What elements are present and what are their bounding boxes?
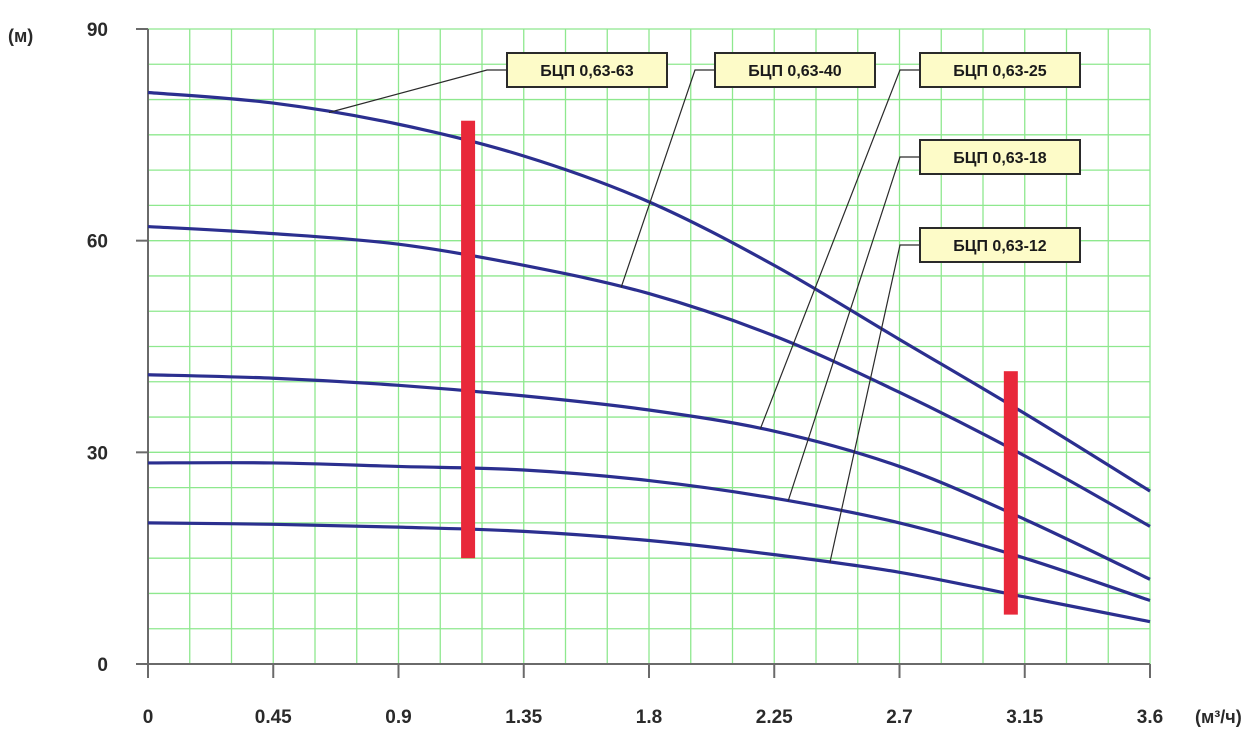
series-label-box-1 <box>506 52 668 88</box>
series-curve-3 <box>147 373 1151 581</box>
series-label-box-3 <box>919 52 1081 88</box>
y-tick-label: 60 <box>87 232 108 253</box>
series-label-1: БЦП 0,63-63 <box>540 63 634 80</box>
label-leader-line-2 <box>620 69 715 288</box>
series-label-box-5 <box>919 227 1081 263</box>
x-axis-label: (м³/ч) <box>1195 707 1242 727</box>
x-tick-label: 2.25 <box>756 707 793 728</box>
label-leader-line-4 <box>787 156 920 502</box>
x-tick-label: 1.35 <box>505 707 542 728</box>
x-tick-label: 0 <box>143 707 154 728</box>
x-tick-label: 3.15 <box>1006 707 1043 728</box>
operating-ranges <box>461 120 1018 615</box>
x-tick-label: 0.45 <box>255 707 292 728</box>
y-tick-label: 90 <box>87 20 108 41</box>
series-label-2: БЦП 0,63-40 <box>748 63 842 80</box>
series-label-3: БЦП 0,63-25 <box>953 63 1047 80</box>
series-curve-1 <box>147 90 1151 493</box>
operating-range-bar-2 <box>1003 371 1018 615</box>
x-tick-label: 0.9 <box>385 707 411 728</box>
tick-labels: 0 0.45 0.9 1.35 1.8 2.25 2.7 3.15 3.6 0 30 60 90 <box>87 20 1163 728</box>
y-tick-label: 0 <box>97 655 108 676</box>
label-leader-line-1 <box>328 69 507 114</box>
series-label-box-2 <box>714 52 876 88</box>
series-curve-5 <box>147 521 1151 624</box>
operating-range-bar-1 <box>461 120 476 559</box>
x-tick-label: 3.6 <box>1137 707 1163 728</box>
label-leader-line-3 <box>759 69 920 430</box>
series-labels: БЦП 0,63-63 БЦП 0,63-40 БЦП 0,63-25 БЦП 0,6… <box>328 52 1081 563</box>
series-curve-2 <box>147 224 1151 528</box>
series-label-5: БЦП 0,63-12 <box>953 238 1047 255</box>
series-label-4: БЦП 0,63-18 <box>953 150 1047 167</box>
y-tick-label: 30 <box>87 443 108 464</box>
grid <box>147 28 1151 665</box>
x-tick-label: 2.7 <box>886 707 912 728</box>
axes <box>136 28 1151 678</box>
series-curve-4 <box>147 461 1151 603</box>
x-tick-label: 1.8 <box>636 707 662 728</box>
label-leader-line-5 <box>829 244 920 563</box>
y-axis-label: (м) <box>8 26 33 46</box>
series-label-box-4 <box>919 139 1081 175</box>
curves <box>147 90 1151 624</box>
